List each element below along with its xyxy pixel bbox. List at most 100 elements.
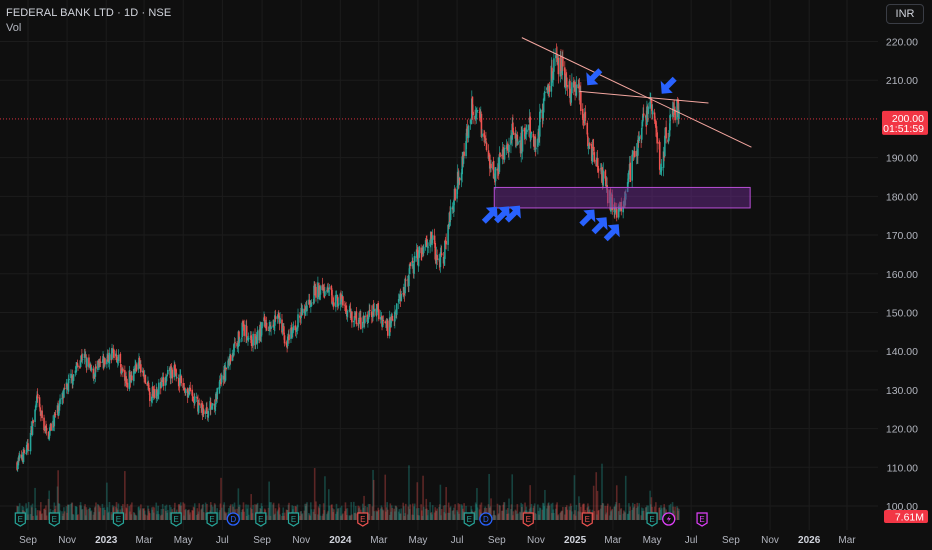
earnings-icon bbox=[287, 512, 300, 527]
time-tick-label: May bbox=[643, 535, 662, 546]
arrow-icon[interactable] bbox=[660, 76, 677, 94]
symbol-title[interactable]: FEDERAL BANK LTD · 1D · NSE bbox=[6, 7, 172, 19]
arrow-icon[interactable] bbox=[591, 217, 608, 235]
trendlines[interactable] bbox=[521, 37, 752, 148]
candle-body bbox=[565, 73, 567, 77]
split-marker[interactable] bbox=[662, 512, 676, 526]
candle-body bbox=[571, 82, 573, 94]
arrow-icon[interactable] bbox=[603, 224, 620, 242]
candle-body bbox=[277, 313, 280, 317]
volume-bar bbox=[104, 509, 106, 520]
candle-body bbox=[178, 386, 181, 388]
arrow-icon[interactable] bbox=[494, 206, 510, 224]
volume-bar bbox=[662, 507, 665, 520]
candle-body bbox=[546, 87, 548, 90]
volume-bar bbox=[614, 506, 616, 520]
neckline-trendline[interactable] bbox=[579, 90, 709, 104]
volume-bar bbox=[241, 509, 244, 520]
candle-body bbox=[72, 380, 74, 385]
volume-bar bbox=[346, 508, 349, 520]
candle-body bbox=[553, 58, 555, 72]
dividend-marker[interactable]: D bbox=[226, 512, 240, 526]
volume-bar bbox=[574, 515, 577, 520]
earnings-marker[interactable]: E bbox=[255, 512, 267, 527]
earnings-marker[interactable]: E bbox=[646, 512, 658, 527]
volume-bar bbox=[623, 511, 626, 520]
earnings-marker[interactable]: E bbox=[522, 512, 534, 527]
candle-body bbox=[192, 396, 195, 399]
candle-body bbox=[503, 147, 506, 160]
price-axis[interactable]: 220.00 210.00 190.00 180.00 170.00 160.00 150.… bbox=[882, 37, 928, 524]
arrow-icon[interactable] bbox=[586, 68, 603, 86]
volume-bar bbox=[150, 507, 153, 520]
candle-body bbox=[667, 137, 670, 142]
resistance-trendline[interactable] bbox=[521, 37, 752, 148]
candle-body bbox=[466, 126, 469, 136]
earnings-marker[interactable]: E bbox=[48, 512, 60, 527]
earnings-marker[interactable]: E bbox=[206, 512, 218, 527]
volume-bar bbox=[279, 514, 281, 520]
volume-bar bbox=[521, 504, 524, 520]
support-zone-rect[interactable] bbox=[493, 186, 751, 209]
earnings-marker[interactable]: E bbox=[112, 512, 125, 527]
earnings-marker[interactable]: E bbox=[581, 512, 593, 527]
earnings-marker[interactable]: E bbox=[696, 512, 708, 527]
candle-body bbox=[177, 377, 180, 387]
arrow-annotations[interactable] bbox=[481, 68, 677, 242]
candle-body bbox=[113, 349, 115, 358]
volume-bar bbox=[431, 505, 434, 520]
candle-body bbox=[315, 286, 317, 298]
arrow-icon[interactable] bbox=[504, 205, 521, 223]
volume-bar bbox=[390, 511, 392, 520]
earnings-marker[interactable]: E bbox=[287, 512, 300, 527]
currency-button[interactable]: INR bbox=[886, 4, 924, 24]
earnings-marker[interactable]: E bbox=[14, 512, 26, 527]
candle-body bbox=[564, 74, 567, 89]
volume-bar bbox=[282, 507, 285, 520]
volume-bar bbox=[587, 503, 589, 520]
volume-legend: Vol bbox=[6, 22, 22, 34]
volume-bar bbox=[376, 511, 378, 520]
volume-bar bbox=[606, 505, 608, 520]
candle-body bbox=[358, 317, 361, 319]
candle-body bbox=[304, 311, 306, 314]
volume-bar bbox=[556, 515, 559, 520]
time-axis[interactable]: Sep Nov 2023 Mar May Jul Sep Nov 2024 Mar May Jul Se… bbox=[19, 535, 856, 546]
candle-body bbox=[458, 177, 461, 181]
volume-bar bbox=[498, 504, 501, 520]
volume-bar bbox=[324, 476, 326, 520]
volume-bar bbox=[317, 506, 320, 520]
volume-bar bbox=[256, 504, 258, 520]
earnings-icon bbox=[696, 512, 708, 527]
arrow-icon[interactable] bbox=[481, 206, 498, 224]
earnings-marker[interactable]: E bbox=[170, 512, 182, 527]
volume-bar bbox=[533, 503, 536, 520]
candle-body bbox=[36, 393, 39, 399]
candle-body bbox=[660, 166, 663, 171]
candle-body bbox=[74, 370, 77, 374]
volume-bar bbox=[530, 503, 533, 520]
candle-body bbox=[207, 411, 210, 418]
volume-bar bbox=[501, 510, 504, 520]
candle-body bbox=[361, 321, 364, 329]
volume-bar bbox=[583, 503, 585, 520]
candle-body bbox=[499, 152, 501, 157]
volume-bar bbox=[251, 509, 253, 520]
volume-bar bbox=[299, 511, 302, 520]
earnings-marker[interactable]: E bbox=[463, 512, 475, 527]
volume-bar bbox=[394, 505, 397, 520]
volume-bar bbox=[413, 503, 416, 520]
volume-bar bbox=[337, 508, 340, 520]
earnings-marker[interactable]: E bbox=[357, 512, 369, 527]
volume-bar bbox=[187, 509, 190, 520]
dividend-marker[interactable]: D bbox=[479, 512, 493, 526]
support-zone[interactable] bbox=[493, 186, 751, 209]
volume-bar bbox=[322, 513, 324, 520]
arrow-icon[interactable] bbox=[579, 209, 596, 227]
volume-bar bbox=[270, 502, 272, 520]
volume-bar bbox=[562, 506, 564, 520]
volume-bar bbox=[250, 494, 252, 520]
candle-body bbox=[552, 71, 555, 80]
